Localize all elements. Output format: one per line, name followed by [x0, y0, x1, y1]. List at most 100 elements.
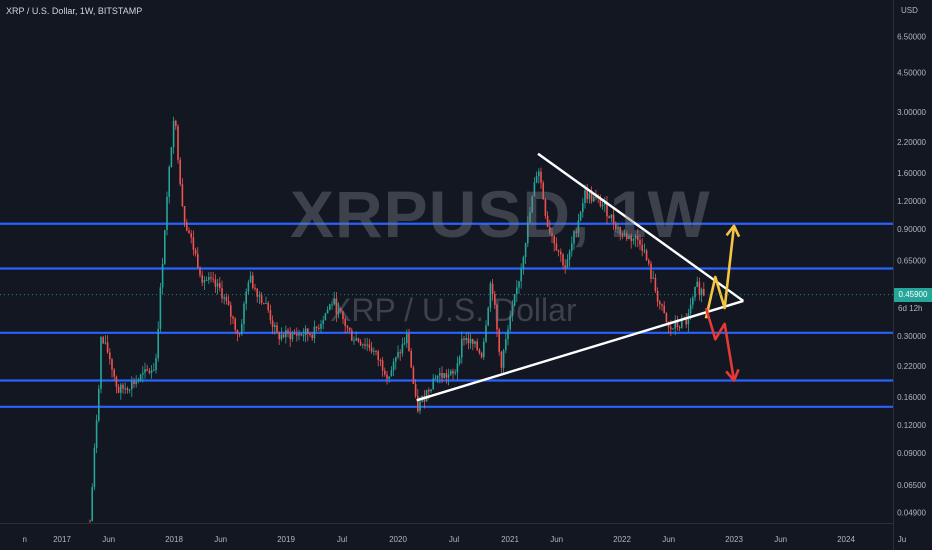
- candle-body: [329, 304, 331, 310]
- candle-body: [425, 389, 428, 402]
- candle-body: [604, 202, 606, 205]
- candle-body: [505, 339, 507, 351]
- candle-body: [120, 384, 122, 393]
- candle-body: [694, 286, 696, 298]
- candle-body: [159, 287, 162, 329]
- candle-body: [126, 388, 129, 391]
- candle-body: [104, 342, 107, 344]
- candle-body: [595, 196, 597, 198]
- candle-body: [247, 282, 250, 292]
- candle-body: [172, 120, 175, 148]
- candle-body: [375, 350, 377, 352]
- time-tick-label: Jun: [662, 535, 675, 544]
- candle-body: [643, 250, 646, 252]
- candle-body: [500, 351, 503, 368]
- candle-body: [203, 280, 206, 283]
- candle-body: [392, 361, 395, 371]
- candle-body: [216, 283, 219, 287]
- price-tick-label: 3.00000: [897, 108, 926, 117]
- candle-body: [331, 304, 333, 306]
- price-tick-label: 1.20000: [897, 197, 926, 206]
- candle-body: [223, 297, 225, 299]
- candle-body: [214, 279, 217, 287]
- candle-body: [584, 190, 586, 204]
- candle-body: [549, 227, 551, 233]
- candle-body: [606, 202, 608, 217]
- price-tick-label: 0.12000: [897, 421, 926, 430]
- time-tick-label: Jul: [449, 535, 459, 544]
- candle-body: [650, 263, 652, 279]
- watermark-ticker: XRPUSD, 1W: [290, 177, 711, 251]
- candle-body: [124, 388, 126, 390]
- current-price-tag: 0.45900: [894, 287, 932, 302]
- candle-body: [648, 260, 650, 264]
- candle-body: [201, 275, 203, 283]
- candle-body: [487, 307, 489, 326]
- candle-body: [351, 330, 353, 341]
- candle-body: [98, 388, 100, 421]
- candle-body: [128, 389, 131, 391]
- candle-body: [483, 341, 485, 358]
- candle-body: [520, 268, 522, 282]
- candle-body: [304, 328, 307, 336]
- time-tick-label: 2023: [725, 535, 743, 544]
- candle-body: [555, 243, 558, 251]
- price-tick-label: 4.50000: [897, 68, 926, 77]
- candle-body: [100, 337, 102, 389]
- candle-body: [628, 235, 630, 240]
- bullish-projection-arrow: [704, 225, 736, 319]
- candle-body: [531, 196, 533, 213]
- candle-body: [632, 238, 635, 241]
- candle-body: [302, 335, 305, 337]
- candle-body: [582, 203, 584, 213]
- candle-body: [507, 329, 509, 340]
- candle-body: [654, 277, 657, 291]
- candle-body: [157, 328, 159, 359]
- watermark-name: XRP / U.S. Dollar: [330, 292, 577, 328]
- candle-body: [155, 358, 157, 371]
- candle-body: [274, 325, 276, 327]
- candle-body: [307, 328, 309, 335]
- candle-body: [617, 226, 619, 230]
- candle-body: [287, 330, 289, 333]
- time-tick-label: 2024: [837, 535, 855, 544]
- candle-body: [467, 338, 470, 344]
- candle-body: [621, 234, 624, 236]
- price-tick-label: 0.65000: [897, 257, 926, 266]
- candle-body: [254, 287, 256, 289]
- candle-body: [280, 334, 283, 340]
- candle-body: [133, 381, 135, 385]
- candle-body: [111, 359, 113, 370]
- bearish-projection-arrow-head: [725, 368, 740, 382]
- candle-body: [289, 332, 291, 340]
- candle-body: [630, 235, 632, 241]
- candle-body: [197, 253, 199, 268]
- candle-body: [703, 289, 705, 296]
- time-tick-label: Ju: [898, 535, 906, 544]
- candle-body: [164, 230, 166, 264]
- candle-body: [412, 367, 415, 385]
- candle-body: [454, 372, 456, 374]
- candle-body: [527, 222, 529, 244]
- candle-body: [260, 295, 263, 304]
- candle-body: [386, 374, 388, 379]
- candle-body: [298, 333, 300, 336]
- candle-body: [364, 344, 366, 346]
- candle-body: [463, 338, 465, 341]
- candle-body: [318, 327, 320, 329]
- candle-body: [373, 350, 375, 352]
- candle-body: [566, 259, 569, 268]
- candle-body: [476, 341, 478, 350]
- candle-body: [183, 206, 186, 223]
- candle-body: [399, 352, 401, 354]
- candle-body: [227, 300, 230, 306]
- time-tick-label: Jul: [337, 535, 347, 544]
- candle-body: [210, 277, 212, 279]
- time-tick-label: 2022: [613, 535, 631, 544]
- candle-body: [461, 338, 463, 358]
- candle-body: [146, 369, 148, 371]
- candle-body: [91, 487, 93, 521]
- time-tick-label: 2020: [389, 535, 407, 544]
